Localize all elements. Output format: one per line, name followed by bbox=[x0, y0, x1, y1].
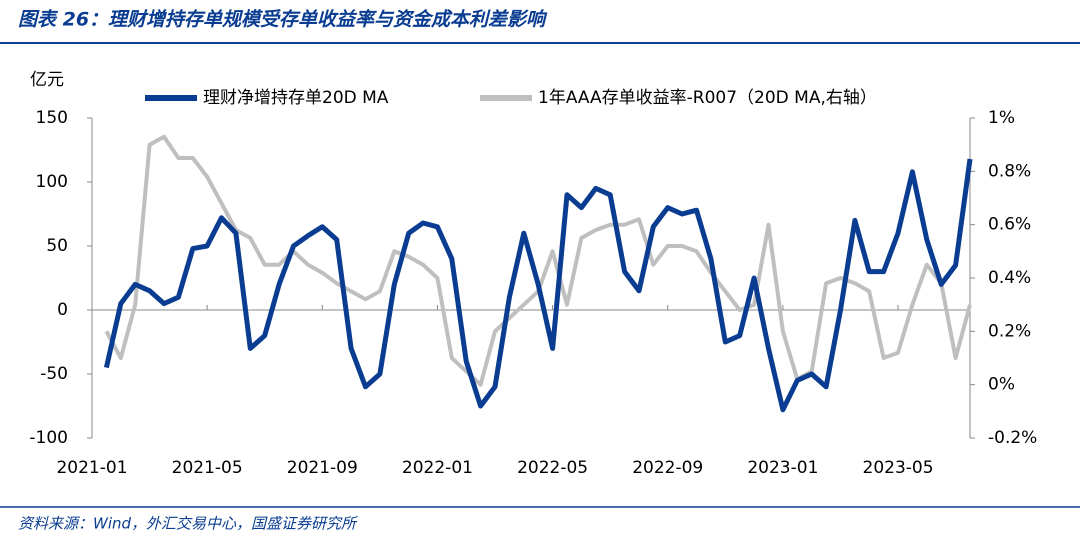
y2-tick-label: 0.8% bbox=[988, 161, 1031, 181]
y-tick-label: 100 bbox=[36, 172, 68, 192]
series-line bbox=[103, 158, 973, 413]
x-tick-label: 2023-01 bbox=[747, 458, 818, 478]
source-note: 资料来源：Wind，外汇交易中心，国盛证券研究所 bbox=[18, 515, 358, 533]
y-tick-label: 50 bbox=[46, 236, 68, 256]
x-tick-label: 2021-01 bbox=[56, 458, 127, 478]
y2-tick-label: 1% bbox=[988, 108, 1015, 128]
x-tick-label: 2021-05 bbox=[172, 458, 243, 478]
x-tick-label: 2022-09 bbox=[632, 458, 703, 478]
x-tick-label: 2023-05 bbox=[863, 458, 934, 478]
y2-tick-label: -0.2% bbox=[988, 428, 1037, 448]
legend-label: 1年AAA存单收益率-R007（20D MA,右轴） bbox=[538, 88, 877, 108]
x-tick-label: 2022-05 bbox=[517, 458, 588, 478]
y2-tick-label: 0.4% bbox=[988, 268, 1031, 288]
y-tick-label: 0 bbox=[57, 300, 68, 320]
y-axis-label: 亿元 bbox=[30, 70, 64, 90]
x-tick-label: 2022-01 bbox=[402, 458, 473, 478]
y-tick-label: -100 bbox=[29, 428, 68, 448]
x-tick-label: 2021-09 bbox=[287, 458, 358, 478]
y-tick-label: -50 bbox=[40, 364, 68, 384]
chart-title: 图表 26：理财增持存单规模受存单收益率与资金成本利差影响 bbox=[18, 9, 548, 31]
y2-tick-label: 0% bbox=[988, 375, 1015, 395]
legend-label: 理财净增持存单20D MA bbox=[203, 88, 389, 108]
y2-tick-label: 0.6% bbox=[988, 215, 1031, 235]
y2-tick-label: 0.2% bbox=[988, 321, 1031, 341]
series-line bbox=[104, 134, 972, 387]
y-tick-label: 150 bbox=[36, 108, 68, 128]
